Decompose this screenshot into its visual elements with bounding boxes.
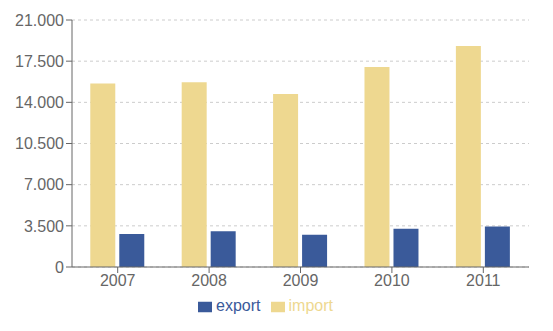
svg-text:0: 0 xyxy=(55,259,64,276)
svg-text:14.000: 14.000 xyxy=(15,94,64,111)
svg-text:2011: 2011 xyxy=(466,272,501,289)
svg-text:2009: 2009 xyxy=(283,272,319,289)
svg-text:2007: 2007 xyxy=(100,272,136,289)
svg-text:17.500: 17.500 xyxy=(15,53,64,70)
svg-text:3.500: 3.500 xyxy=(24,218,64,235)
html-text:import: import xyxy=(288,297,333,314)
svg-text:2010: 2010 xyxy=(374,272,410,289)
svg-text:7.000: 7.000 xyxy=(24,176,64,193)
html-text:export: export xyxy=(216,297,261,314)
svg-text:10.500: 10.500 xyxy=(15,135,64,152)
svg-text:2008: 2008 xyxy=(191,272,227,289)
svg-text:21.000: 21.000 xyxy=(15,12,64,29)
